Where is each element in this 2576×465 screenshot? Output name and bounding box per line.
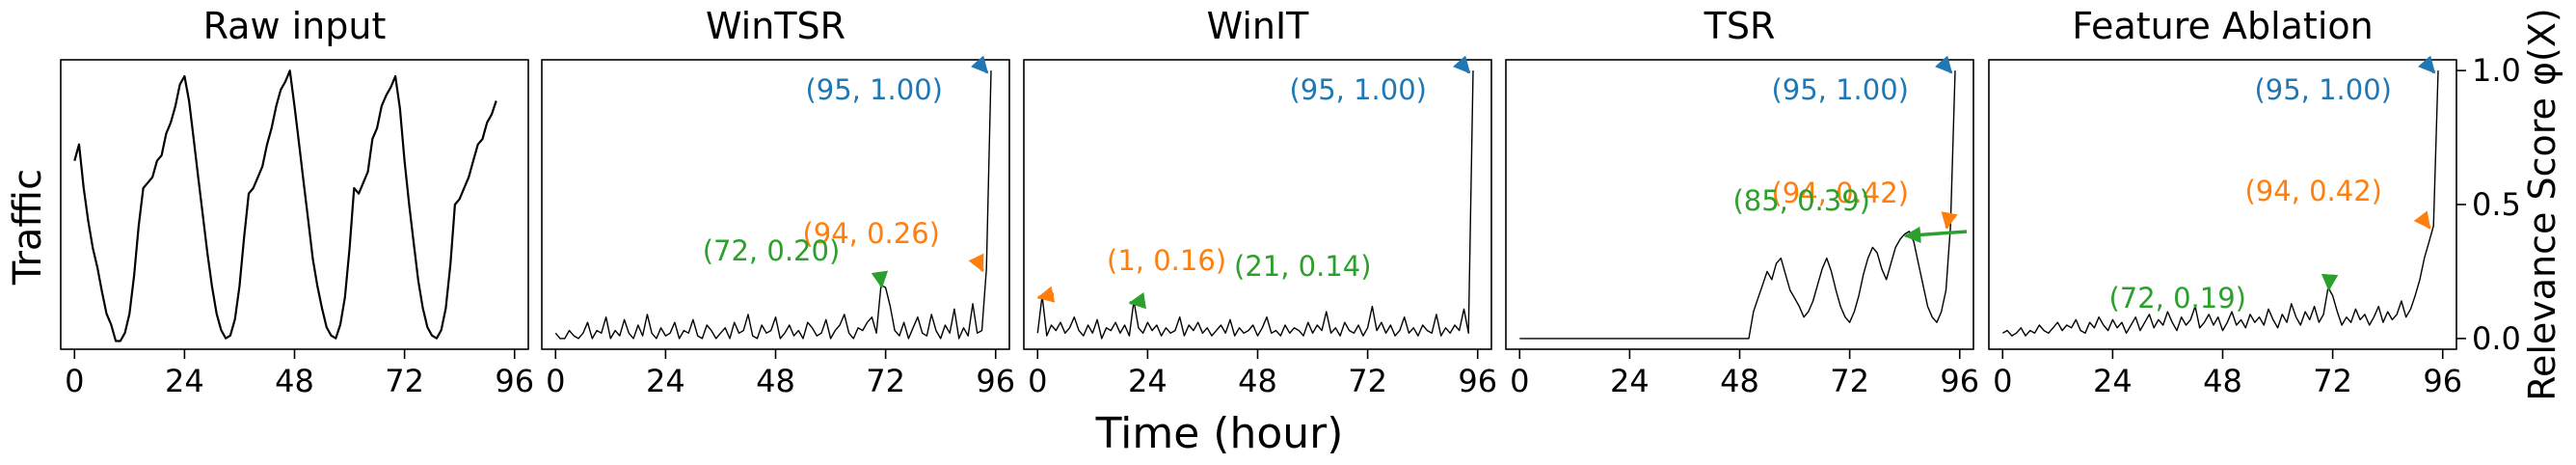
panel-3: WinIT 0 24 48 72 96 (95, 1.00) (1, 0.16) (21, 0.… (1023, 5, 1497, 399)
right-axis-label: Relevance Score φ(X) (2521, 8, 2563, 400)
x-tick-label: 96 (976, 363, 1015, 399)
panel-title: WinIT (1207, 5, 1310, 47)
y-tick-label: 0.0 (2472, 320, 2521, 357)
series-line (554, 70, 992, 340)
x-tick-label: 48 (1238, 363, 1277, 399)
annotation-arrow (1036, 286, 1056, 303)
annotation-label: (72, 0.19) (2108, 282, 2246, 315)
x-tick-label: 48 (756, 363, 795, 399)
x-tick-label: 24 (1128, 363, 1167, 399)
x-tick-label: 0 (546, 363, 565, 399)
annotation-label: (85, 0.39) (1732, 184, 1870, 217)
annotation-arrow (871, 270, 889, 289)
x-tick-label: 24 (2093, 363, 2133, 399)
series-line (1519, 70, 1956, 340)
annotation-arrow (2417, 55, 2436, 74)
annotation-arrow (1941, 211, 1958, 230)
annotation-label: (95, 1.00) (1289, 73, 1427, 106)
panel-5: Feature Ablation 0 24 48 72 96 0.0 0.5 1.0 Releva… (1988, 5, 2563, 401)
panel-4: TSR 0 24 48 72 96 (95, 1.00) (94, 0.42)(85, 0.3… (1505, 5, 1979, 399)
x-tick-label: 96 (1458, 363, 1497, 399)
annotation-arrow (968, 253, 984, 273)
panels: Raw input 0 24 48 72 96 WinTSR 0 24 48 72 96 (95, 1.… (60, 5, 2563, 401)
series-line (73, 69, 497, 342)
x-tick-label: 48 (1720, 363, 1759, 399)
x-tick-label: 24 (165, 363, 204, 399)
x-tick-label: 72 (385, 363, 424, 399)
x-tick-label: 0 (65, 363, 84, 399)
x-tick-label: 72 (866, 363, 905, 399)
y-axis-label: Traffic (6, 169, 50, 286)
panel-title: Raw input (203, 5, 387, 47)
annotation-label: (1, 0.16) (1107, 244, 1226, 277)
x-tick-label: 0 (1510, 363, 1529, 399)
annotation-label: (95, 1.00) (805, 73, 943, 106)
x-tick-label: 96 (2423, 363, 2462, 399)
x-tick-label: 72 (1348, 363, 1387, 399)
annotation-arrow (1903, 226, 1968, 244)
annotation-label: (95, 1.00) (2254, 73, 2392, 106)
panel-title: TSR (1704, 5, 1776, 47)
annotation-arrow (2413, 210, 2431, 230)
x-tick-label: 24 (646, 363, 685, 399)
series-line (2001, 70, 2439, 337)
x-tick-label: 72 (2313, 363, 2352, 399)
panel-title: WinTSR (706, 5, 845, 47)
x-tick-label: 0 (1993, 363, 2012, 399)
annotation-arrow (970, 55, 989, 74)
y-tick-label: 1.0 (2472, 52, 2521, 89)
panel-2: WinTSR 0 24 48 72 96 (95, 1.00) (94, 0.26)(72, … (541, 5, 1015, 399)
x-tick-label: 72 (1830, 363, 1869, 399)
x-axis-label: Time (hour) (1095, 409, 1344, 458)
annotation-arrow (1934, 55, 1953, 74)
annotation-label: (72, 0.20) (703, 234, 841, 267)
annotation-label: (94, 0.26) (802, 217, 940, 250)
x-tick-label: 0 (1028, 363, 1047, 399)
annotation-arrow (1128, 291, 1147, 310)
annotation-label: (94, 0.42) (1771, 177, 1909, 209)
x-tick-label: 48 (275, 363, 314, 399)
x-tick-label: 96 (495, 363, 534, 399)
panel-1: Raw input 0 24 48 72 96 (60, 5, 534, 399)
x-tick-label: 48 (2203, 363, 2242, 399)
x-tick-label: 96 (1940, 363, 1979, 399)
series-line (1036, 70, 1474, 340)
x-tick-label: 24 (1610, 363, 1650, 399)
y-tick-label: 0.5 (2472, 186, 2521, 223)
annotation-label: (94, 0.42) (2244, 175, 2382, 207)
annotation-label: (95, 1.00) (1771, 73, 1909, 106)
annotation-label: (21, 0.14) (1234, 250, 1372, 283)
annotation-arrow (1452, 55, 1471, 74)
panel-title: Feature Ablation (2072, 5, 2373, 47)
